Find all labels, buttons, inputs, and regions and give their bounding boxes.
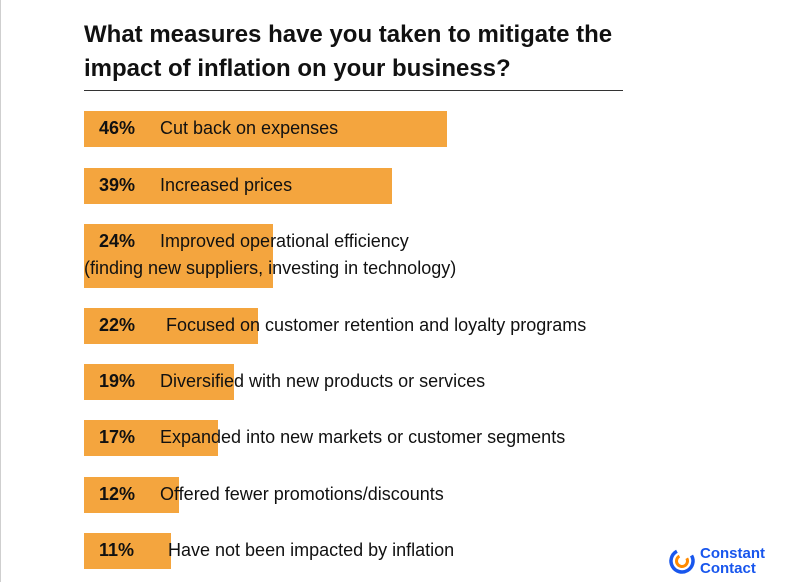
category-label: Cut back on expenses <box>160 118 339 138</box>
logo-line1: Constant <box>700 545 765 562</box>
value-label: 11% <box>99 540 135 560</box>
bar <box>84 420 218 456</box>
category-label: Increased prices <box>160 175 293 195</box>
bar <box>84 477 179 513</box>
constant-contact-logo: Constant Contact <box>668 544 765 578</box>
bar <box>84 111 447 147</box>
category-label: Improved operational efficiency <box>160 231 409 251</box>
bar <box>84 533 171 569</box>
bar-row-text: 22% Focused on customer retention and loy… <box>99 312 586 339</box>
bar-row-text: 17% Expanded into new markets or customer… <box>99 424 565 451</box>
title-underline <box>84 90 623 91</box>
category-label: Focused on customer retention and loyalt… <box>166 315 587 335</box>
bar <box>84 364 234 400</box>
bar-row-text: 24% Improved operational efficiency (findi… <box>84 228 456 282</box>
chart-title: What measures have you taken to mitigate… <box>84 21 613 82</box>
value-label: 19% <box>99 371 136 391</box>
bar-row-text: 11% Have not been impacted by inflation <box>99 537 454 564</box>
category-label: Diversified with new products or service… <box>160 371 486 391</box>
bar <box>84 168 392 204</box>
bar <box>84 224 273 288</box>
value-label: 22% <box>99 315 136 335</box>
category-label: Expanded into new markets or customer se… <box>160 427 566 447</box>
category-label: Offered fewer promotions/discounts <box>160 484 444 504</box>
constant-contact-logo-icon <box>669 548 695 574</box>
logo-wordmark: Constant Contact <box>700 546 765 576</box>
logo-line2: Contact <box>700 560 756 577</box>
value-label: 46% <box>99 118 136 138</box>
category-label-line2: (finding new suppliers, investing in tec… <box>84 258 457 278</box>
value-label: 17% <box>99 427 136 447</box>
bar-row-text: 46% Cut back on expenses <box>99 115 338 142</box>
bar <box>84 308 258 344</box>
category-label: Have not been impacted by inflation <box>168 540 455 560</box>
bar-row-text: 39% Increased prices <box>99 172 292 199</box>
bar-row-text: 19% Diversified with new products or serv… <box>99 368 485 395</box>
value-label: 39% <box>99 175 136 195</box>
bar-row-text: 12% Offered fewer promotions/discounts <box>99 481 444 508</box>
value-label: 24% <box>99 231 136 251</box>
value-label: 12% <box>99 484 136 504</box>
left-border <box>0 0 1 582</box>
